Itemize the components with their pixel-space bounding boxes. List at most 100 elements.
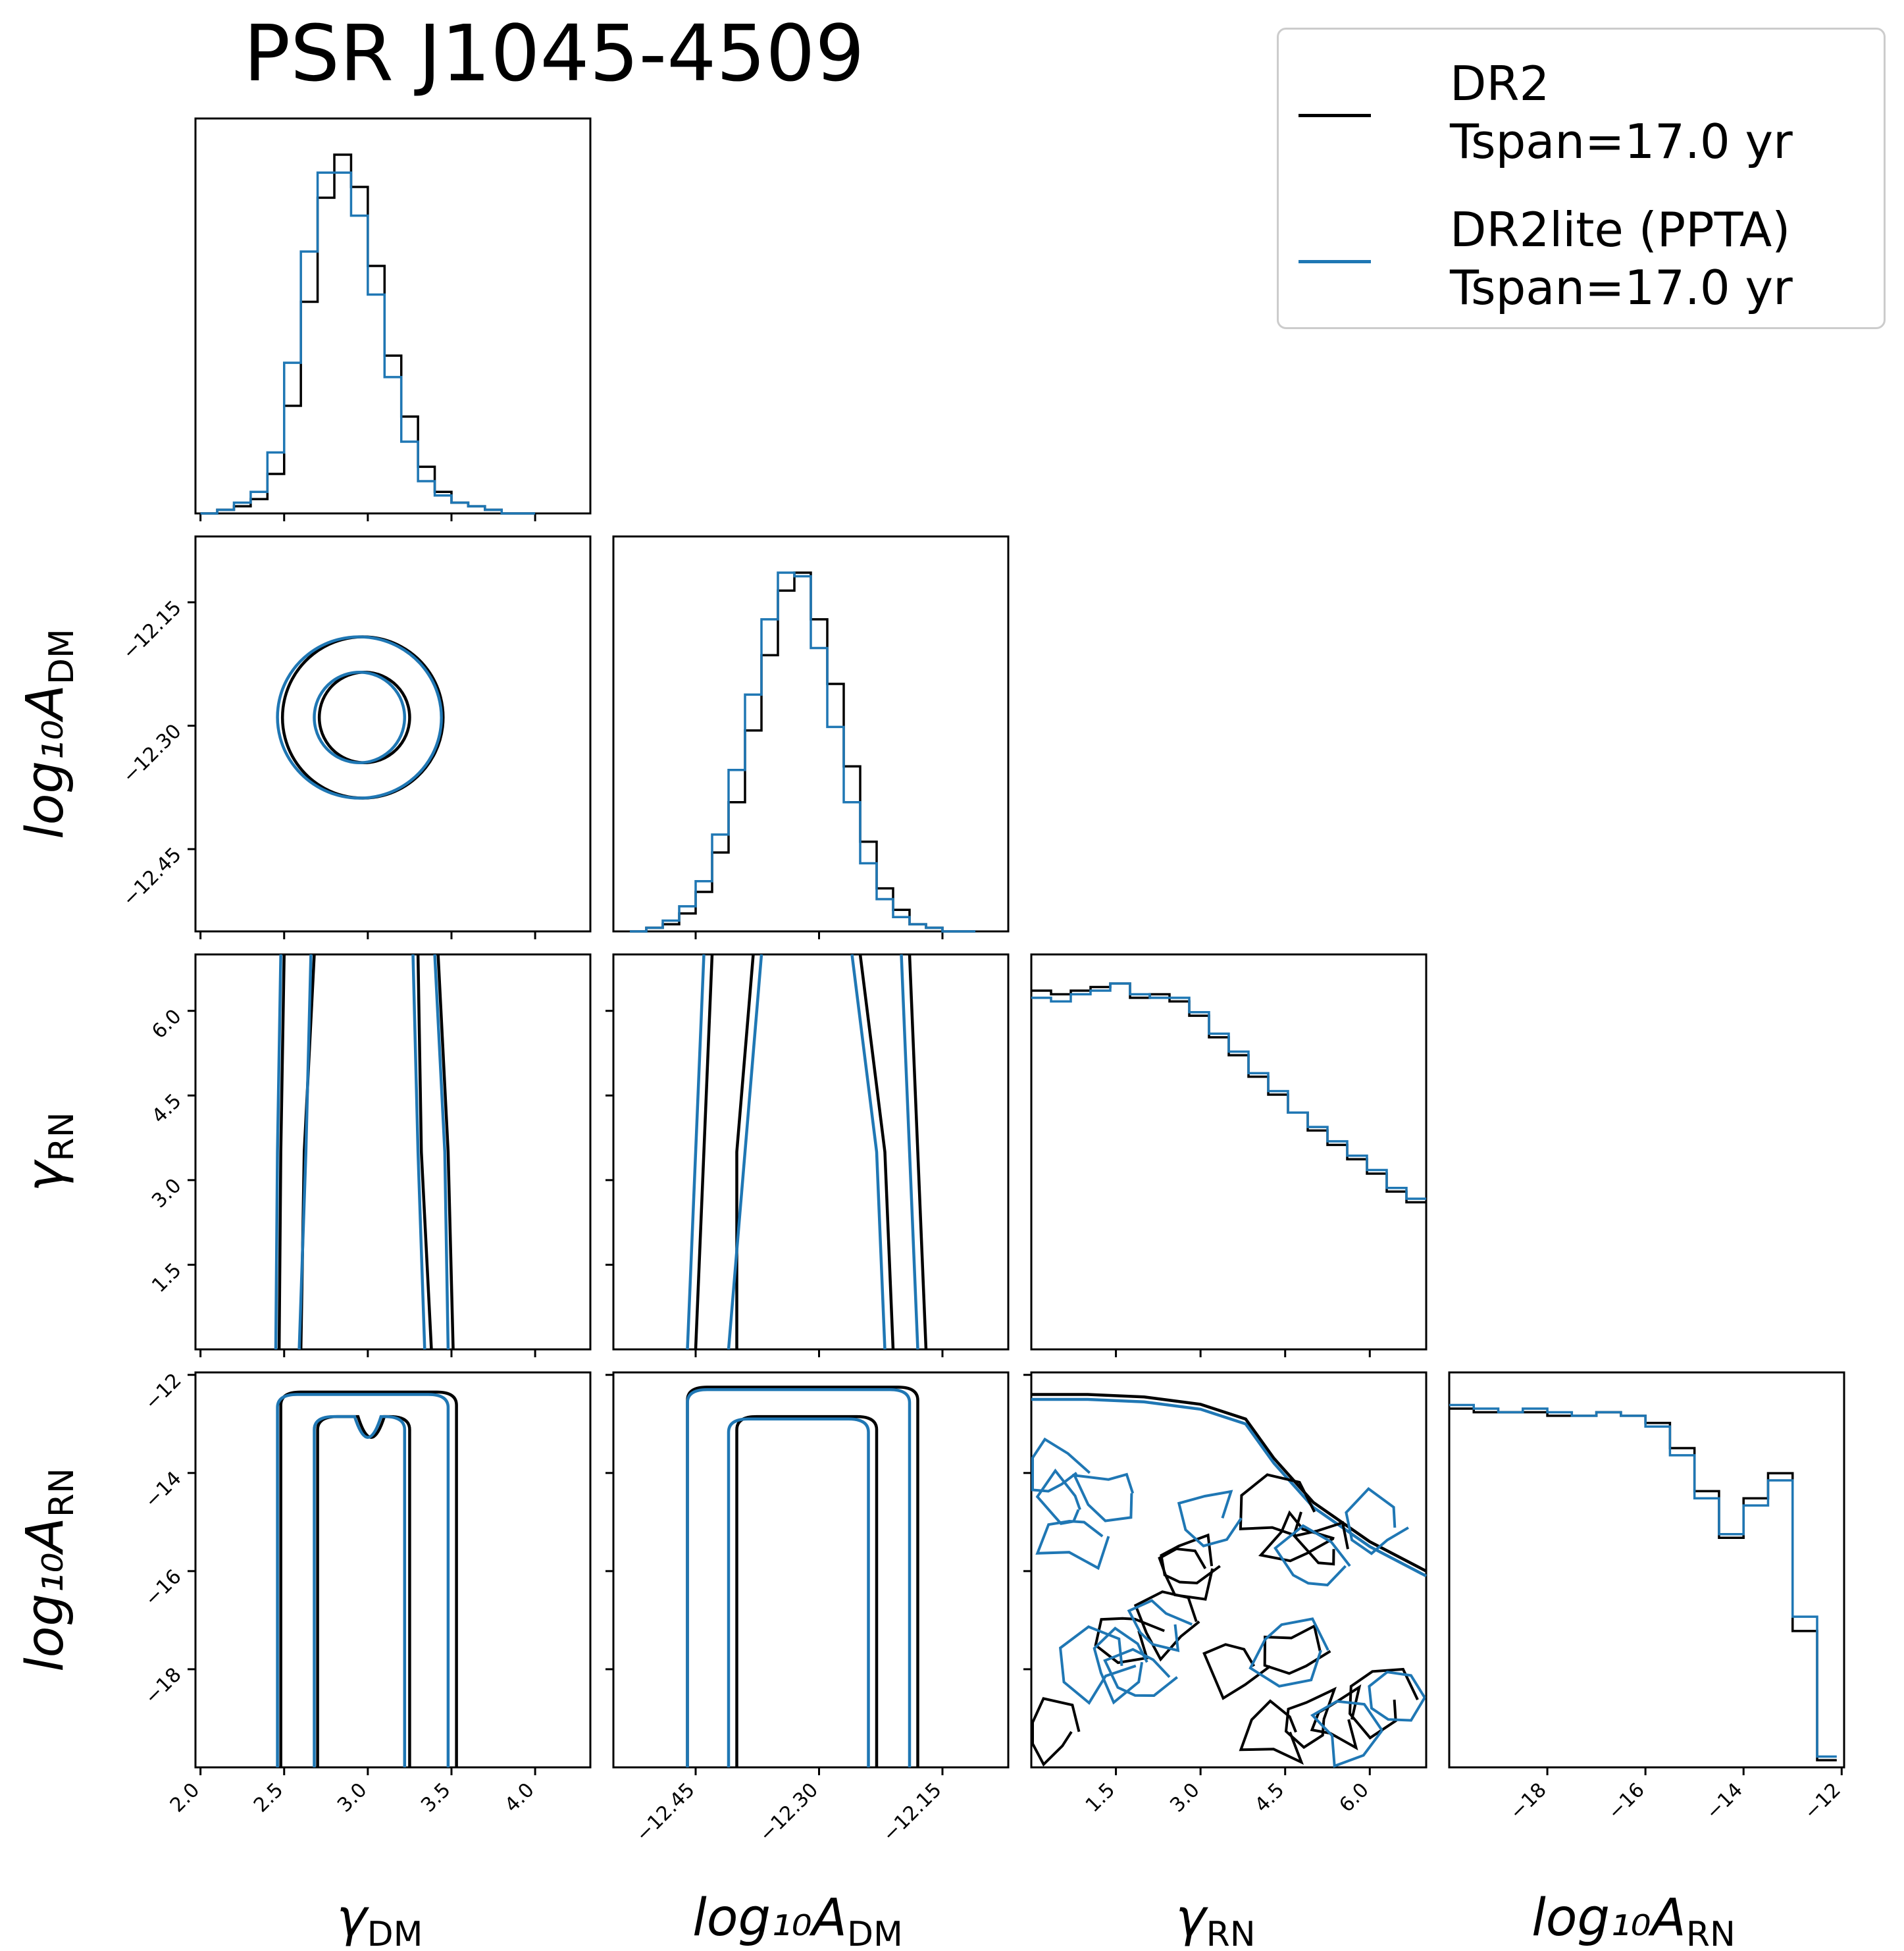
contour-dr2-2-0-1-x_left [277,954,286,1350]
contour-noise-0-1 [1263,1624,1331,1675]
hist-dr2lite-log10_A_RN [1449,1403,1837,1758]
contour-dr2-1-0-1 [280,635,445,800]
xtick-label-2-0: 1.5 [1081,1779,1119,1817]
ytick-label-3-3: −12 [140,1369,186,1415]
contour-dr2-3-0-0 [316,1415,411,1767]
contour-dr2lite-3-0-1 [276,1393,450,1767]
xtick-label-2-2: 4.5 [1250,1779,1289,1817]
legend-label-dr2lite-line1: DR2lite (PPTA) [1450,202,1791,257]
ytick-label-2-0: 1.5 [147,1259,186,1297]
ytick-label-1-1: −12.30 [118,719,186,787]
contour-noise-1-6 [1310,1700,1383,1768]
contour-dr2-2-0-0-x_right [416,954,433,1350]
xtick-label-0-0: 2.0 [166,1779,204,1817]
contour-noise-0-13 [1094,1617,1165,1665]
contour-noise-1-5 [1127,1599,1193,1653]
legend-line-dr2lite [1299,260,1371,263]
contour-noise-0-0 [1031,1697,1081,1767]
legend-label-dr2-line1: DR2 [1450,56,1550,111]
xtick-label-0-1: 2.5 [249,1779,288,1817]
legend-entry-dr2lite: DR2lite (PPTA) Tspan=17.0 yr [1279,182,1884,315]
hist-dr2lite-gamma_RN [1031,982,1426,1200]
contour-noise-1-11 [1031,1437,1091,1493]
legend-entry-dr2: DR2 Tspan=17.0 yr [1279,36,1884,169]
contour-noise-1-9 [1035,1519,1110,1571]
xtick-label-0-3: 3.5 [417,1779,455,1817]
contour-noise-0-5 [1158,1547,1214,1601]
contour-dr2-2-1-0-x_left [735,954,755,1349]
ytick-label-2-2: 4.5 [147,1089,186,1128]
xlabel-gamma_RN: γRN [1175,1888,1255,1951]
contour-dr2-2-1-1-x_left [694,954,714,1350]
ytick-label-2-3: 6.0 [147,1005,186,1043]
contour-noise-1-8 [1093,1626,1148,1705]
panel-2-1 [612,953,1010,1351]
xtick-label-0-2: 3.0 [333,1779,371,1817]
figure-title: PSR J1045-4509 [244,8,865,99]
ylabel-log10_A_RN: log₁₀ARN [16,1468,82,1672]
contour-dr2-3-1-0 [735,1415,879,1767]
ytick-label-3-2: −14 [140,1467,186,1513]
contour-dr2-3-0-1 [279,1390,458,1767]
xtick-label-0-4: 4.0 [500,1779,538,1817]
contour-dr2-2-0-1-x_right [436,954,455,1350]
hist-dr2-gamma_DM [200,153,536,515]
hist-dr2-log10_A_DM [630,571,975,933]
ytick-label-3-0: −18 [140,1663,186,1709]
ytick-label-3-1: −16 [140,1565,186,1611]
panel-1-0 [194,535,592,933]
ytick-label-2-1: 3.0 [147,1174,186,1212]
ytick-label-1-2: −12.15 [118,596,186,664]
contour-dr2-2-0-0-x_left [299,954,316,1350]
contour-noise-0-7 [1202,1643,1272,1700]
contour-noise-0-12 [1239,1699,1304,1765]
panel-3-3 [1448,1371,1845,1769]
ylabel-log10_A_DM: log₁₀ADM [16,629,82,839]
contour-noise-0-2 [1348,1667,1419,1740]
contour-dr2lite-3-1-0 [727,1417,870,1767]
panel-0-0 [194,117,592,515]
legend-label-dr2-line2: Tspan=17.0 yr [1450,114,1793,169]
legend-line-dr2 [1299,114,1371,117]
contour-dr2lite-2-0-0-x_right [411,954,426,1350]
xtick-label-1-0: −12.45 [631,1779,699,1846]
xtick-label-3-2: −14 [1701,1779,1747,1825]
contour-noise-0-4 [1284,1686,1337,1750]
xlabel-log10_A_RN: log₁₀ARN [1531,1888,1736,1951]
xtick-label-2-1: 3.0 [1166,1779,1204,1817]
panel-3-0 [194,1371,592,1769]
xlabel-gamma_DM: γDM [336,1888,423,1951]
hist-dr2lite-log10_A_DM [630,571,975,933]
legend: DR2 Tspan=17.0 yr DR2lite (PPTA) Tspan=1… [1277,28,1886,329]
contour-dr2-3-1-1 [686,1386,919,1767]
xtick-label-3-3: −12 [1799,1779,1845,1825]
contour-noise-1-1 [1103,1648,1178,1698]
contour-dr2-3-2-0 [1031,1393,1428,1573]
panel-3-1 [612,1371,1010,1769]
xtick-label-3-1: −16 [1603,1779,1649,1825]
xtick-label-2-3: 6.0 [1335,1779,1373,1817]
contour-dr2lite-2-1-0-x_right [850,954,887,1350]
contour-noise-1-7 [1035,1469,1081,1525]
contour-dr2-2-1-1-x_right [908,954,928,1350]
contour-dr2lite-2-0-1-x_left [274,954,282,1350]
contour-noise-1-10 [1072,1472,1135,1522]
contour-noise-0-10 [1292,1521,1349,1566]
ytick-label-1-0: −12.45 [118,843,186,911]
panel-1-1 [612,535,1010,933]
contour-dr2-2-1-0-x_right [858,954,895,1350]
contour-dr2lite-3-0-0 [313,1415,407,1767]
ylabel-gamma_RN: γRN [16,1112,82,1191]
panel-2-2 [1030,953,1428,1351]
contour-dr2lite-2-1-1-x_right [900,954,919,1350]
contour-noise-1-13 [1248,1617,1329,1688]
hist-dr2-log10_A_RN [1449,1407,1837,1761]
contour-dr2lite-2-1-0-x_left [727,954,763,1350]
contour-dr2lite-3-1-1 [686,1388,912,1767]
contour-dr2lite-1-0-0 [313,671,407,764]
contour-dr2lite-2-1-1-x_left [686,954,706,1350]
contour-noise-0-8 [1310,1684,1362,1751]
contour-noise-1-3 [1345,1487,1409,1555]
xtick-label-1-2: −12.15 [878,1779,946,1846]
